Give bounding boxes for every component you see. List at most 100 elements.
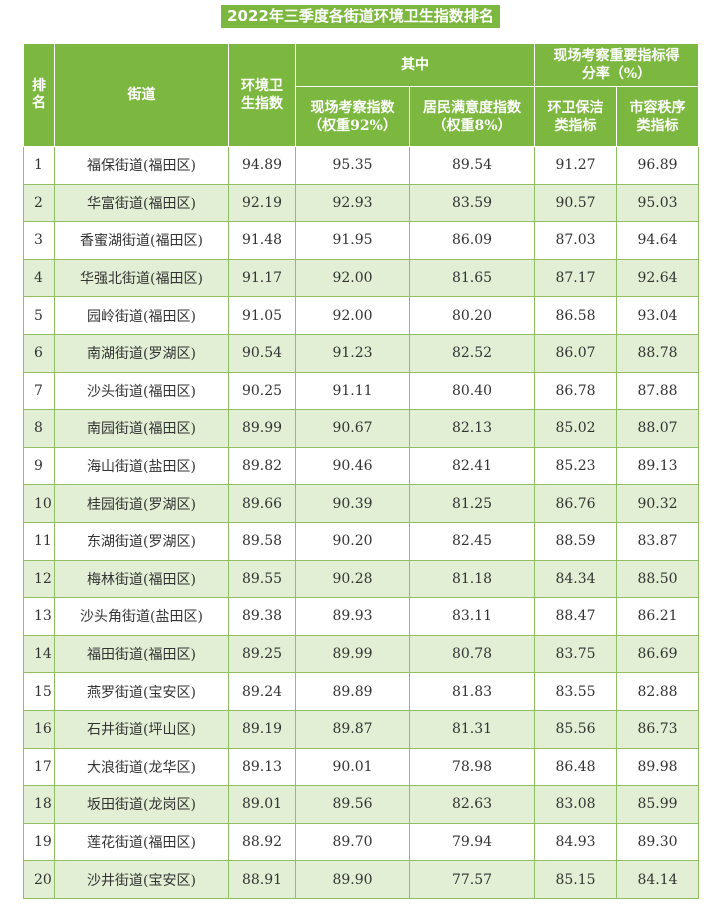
- cell-onsite: 89.56: [295, 785, 410, 824]
- cell-index: 88.92: [228, 822, 296, 862]
- cell-street: 福田街道(福田区): [54, 634, 229, 674]
- cell-order: 89.98: [616, 747, 699, 787]
- cell-satisfaction: 89.54: [409, 146, 535, 185]
- cell-order: 82.88: [616, 672, 699, 711]
- cell-street: 园岭街道(福田区): [54, 296, 229, 335]
- cell-onsite: 91.11: [295, 371, 410, 411]
- cell-onsite: 89.93: [295, 597, 410, 636]
- cell-onsite: 90.01: [295, 747, 410, 787]
- cell-order: 86.73: [616, 709, 699, 749]
- cell-street: 海山街道(盐田区): [54, 446, 229, 486]
- cell-order: 93.04: [616, 296, 699, 335]
- table-row: 9 海山街道(盐田区) 89.82 90.46 82.41 85.23 89.13: [23, 446, 699, 486]
- cell-rank: 3: [23, 221, 55, 260]
- cell-onsite: 90.20: [295, 521, 410, 561]
- cell-onsite: 89.99: [295, 634, 410, 674]
- cell-index: 89.82: [228, 446, 296, 486]
- cell-cleaning: 85.15: [534, 860, 617, 899]
- page-title: 2022年三季度各街道环境卫生指数排名: [221, 5, 500, 28]
- table-row: 7 沙头街道(福田区) 90.25 91.11 80.40 86.78 87.88: [23, 371, 699, 411]
- cell-rank: 17: [23, 747, 55, 787]
- table-row: 17 大浪街道(龙华区) 89.13 90.01 78.98 86.48 89.98: [23, 747, 699, 787]
- cell-cleaning: 85.02: [534, 409, 617, 448]
- cell-order: 85.99: [616, 785, 699, 824]
- cell-cleaning: 86.76: [534, 484, 617, 523]
- cell-satisfaction: 82.45: [409, 521, 535, 561]
- cell-satisfaction: 82.41: [409, 446, 535, 486]
- cell-order: 84.14: [616, 860, 699, 899]
- cell-street: 南湖街道(罗湖区): [54, 333, 229, 373]
- table-row: 15 燕罗街道(宝安区) 89.24 89.89 81.83 83.55 82.88: [23, 672, 699, 711]
- table-row: 6 南湖街道(罗湖区) 90.54 91.23 82.52 86.07 88.78: [23, 333, 699, 373]
- cell-rank: 1: [23, 146, 55, 185]
- cell-index: 91.17: [228, 258, 296, 298]
- cell-rank: 14: [23, 634, 55, 674]
- cell-cleaning: 87.03: [534, 221, 617, 260]
- cell-rank: 6: [23, 333, 55, 373]
- cell-index: 91.05: [228, 296, 296, 335]
- table-row: 16 石井街道(坪山区) 89.19 89.87 81.31 85.56 86.73: [23, 709, 699, 749]
- cell-satisfaction: 82.52: [409, 333, 535, 373]
- cell-rank: 11: [23, 521, 55, 561]
- table-row: 3 香蜜湖街道(福田区) 91.48 91.95 86.09 87.03 94.64: [23, 221, 699, 260]
- table-row: 11 东湖街道(罗湖区) 89.58 90.20 82.45 88.59 83.87: [23, 521, 699, 561]
- table-header: 排名 街道 环境卫生指数 其中 现场考察重要指标得分率（%） 现场考察指数（权重…: [23, 43, 699, 147]
- cell-cleaning: 85.56: [534, 709, 617, 749]
- cell-satisfaction: 81.18: [409, 559, 535, 599]
- header-satisfaction: 居民满意度指数（权重8%）: [409, 86, 535, 147]
- cell-order: 88.78: [616, 333, 699, 373]
- table-row: 4 华强北街道(福田区) 91.17 92.00 81.65 87.17 92.64: [23, 258, 699, 298]
- cell-street: 香蜜湖街道(福田区): [54, 221, 229, 260]
- cell-order: 90.32: [616, 484, 699, 523]
- cell-onsite: 89.70: [295, 822, 410, 862]
- cell-onsite: 92.00: [295, 296, 410, 335]
- header-among: 其中: [295, 43, 535, 87]
- cell-cleaning: 88.47: [534, 597, 617, 636]
- cell-satisfaction: 83.59: [409, 183, 535, 223]
- cell-cleaning: 86.48: [534, 747, 617, 787]
- cell-street: 坂田街道(龙岗区): [54, 785, 229, 824]
- cell-satisfaction: 81.25: [409, 484, 535, 523]
- cell-rank: 20: [23, 860, 55, 899]
- cell-street: 福保街道(福田区): [54, 146, 229, 185]
- cell-index: 89.38: [228, 597, 296, 636]
- cell-rank: 5: [23, 296, 55, 335]
- table-row: 2 华富街道(福田区) 92.19 92.93 83.59 90.57 95.03: [23, 183, 699, 223]
- cell-rank: 2: [23, 183, 55, 223]
- cell-index: 94.89: [228, 146, 296, 185]
- table-row: 5 园岭街道(福田区) 91.05 92.00 80.20 86.58 93.04: [23, 296, 699, 335]
- header-street: 街道: [54, 43, 229, 147]
- cell-satisfaction: 77.57: [409, 860, 535, 899]
- cell-satisfaction: 82.13: [409, 409, 535, 448]
- header-rank: 排名: [23, 43, 55, 147]
- cell-street: 华富街道(福田区): [54, 183, 229, 223]
- ranking-table: 排名 街道 环境卫生指数 其中 现场考察重要指标得分率（%） 现场考察指数（权重…: [23, 43, 699, 899]
- cell-order: 86.69: [616, 634, 699, 674]
- table-row: 13 沙头角街道(盐田区) 89.38 89.93 83.11 88.47 86.21: [23, 597, 699, 636]
- cell-rank: 15: [23, 672, 55, 711]
- cell-onsite: 92.93: [295, 183, 410, 223]
- cell-street: 东湖街道(罗湖区): [54, 521, 229, 561]
- cell-street: 燕罗街道(宝安区): [54, 672, 229, 711]
- table-row: 14 福田街道(福田区) 89.25 89.99 80.78 83.75 86.69: [23, 634, 699, 674]
- table-body: 1 福保街道(福田区) 94.89 95.35 89.54 91.27 96.89 2 华富街道…: [23, 146, 699, 899]
- cell-street: 沙头角街道(盐田区): [54, 597, 229, 636]
- cell-satisfaction: 81.65: [409, 258, 535, 298]
- cell-index: 89.66: [228, 484, 296, 523]
- cell-cleaning: 90.57: [534, 183, 617, 223]
- cell-index: 91.48: [228, 221, 296, 260]
- cell-satisfaction: 82.63: [409, 785, 535, 824]
- cell-index: 90.54: [228, 333, 296, 373]
- cell-cleaning: 88.59: [534, 521, 617, 561]
- cell-cleaning: 84.34: [534, 559, 617, 599]
- cell-satisfaction: 81.83: [409, 672, 535, 711]
- cell-street: 莲花街道(福田区): [54, 822, 229, 862]
- table-row: 20 沙井街道(宝安区) 88.91 89.90 77.57 85.15 84.14: [23, 860, 699, 899]
- cell-onsite: 90.67: [295, 409, 410, 448]
- cell-street: 沙井街道(宝安区): [54, 860, 229, 899]
- cell-onsite: 89.90: [295, 860, 410, 899]
- cell-cleaning: 83.08: [534, 785, 617, 824]
- cell-order: 88.07: [616, 409, 699, 448]
- cell-satisfaction: 80.20: [409, 296, 535, 335]
- header-key-indicators: 现场考察重要指标得分率（%）: [534, 43, 699, 87]
